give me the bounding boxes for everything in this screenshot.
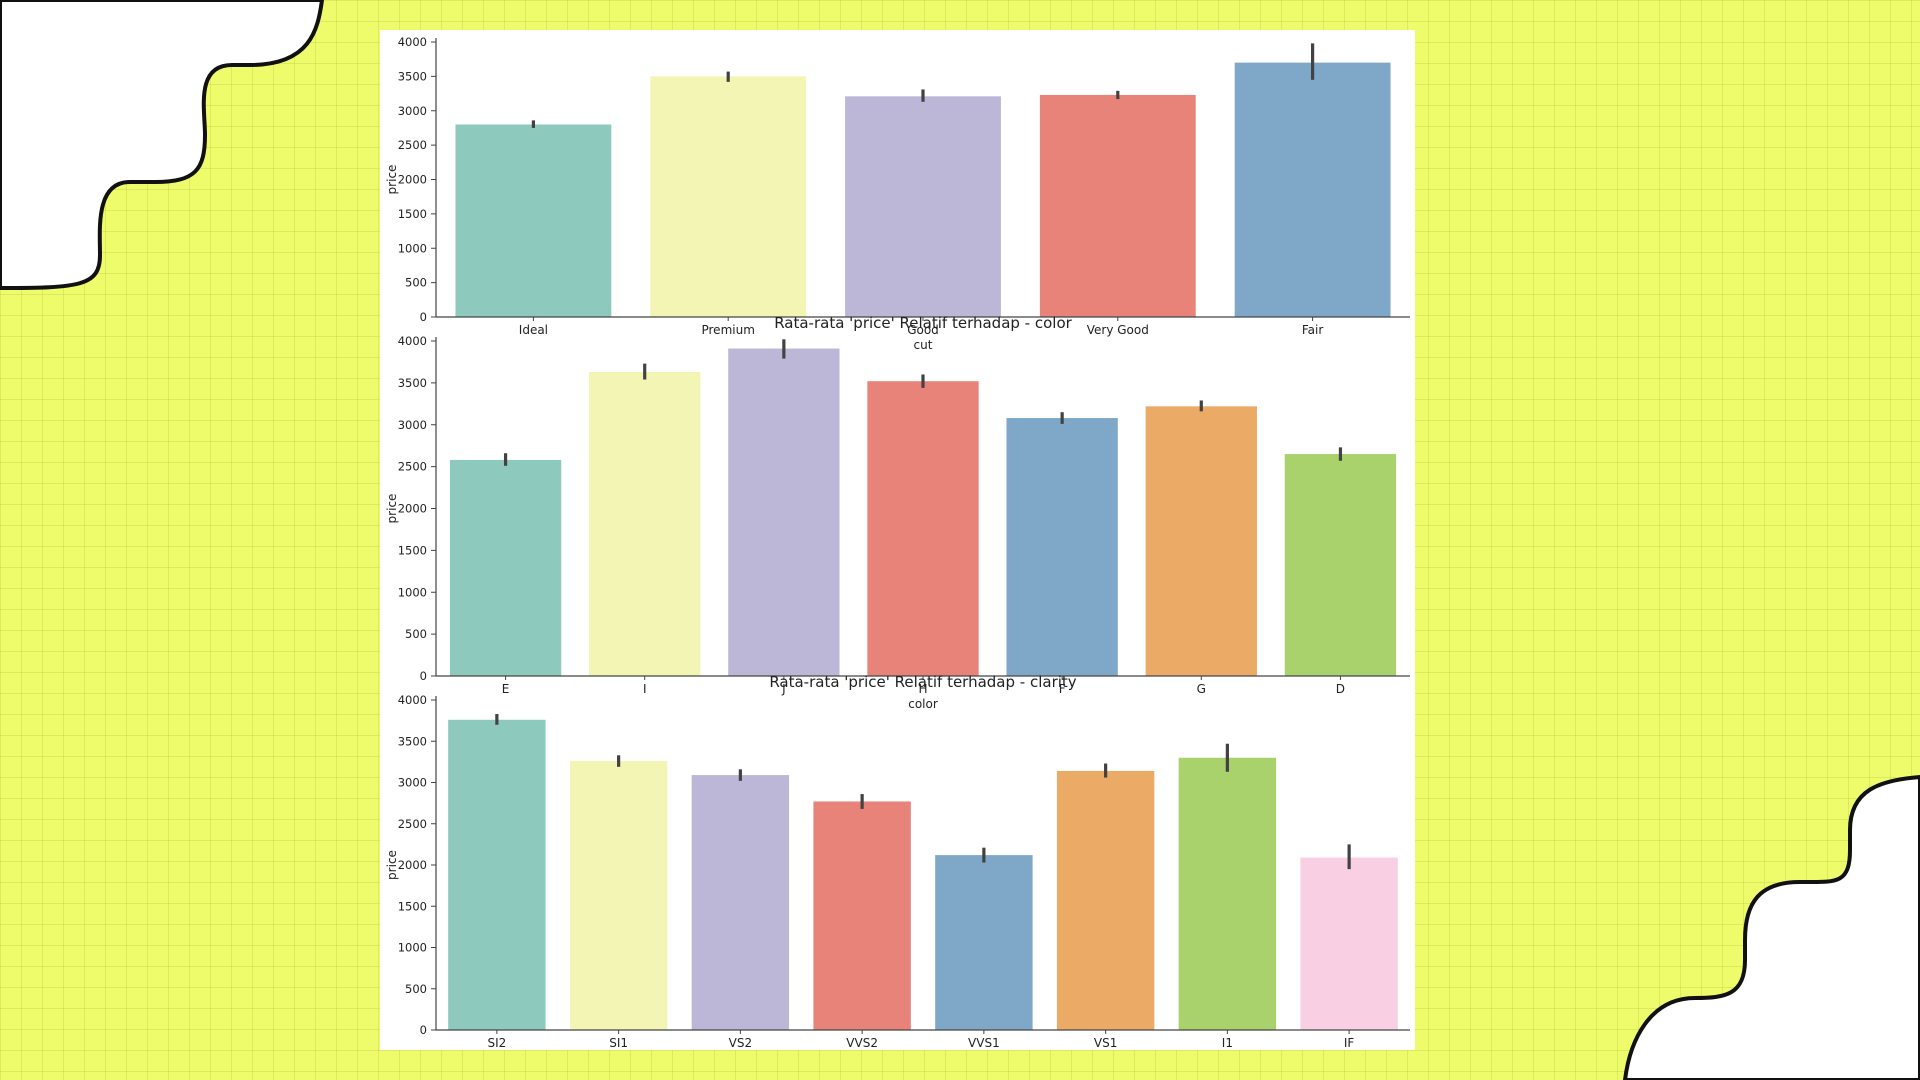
y-tick-label: 500 bbox=[405, 276, 427, 290]
y-tick-label: 3500 bbox=[398, 69, 427, 83]
y-tick-label: 2000 bbox=[398, 858, 427, 872]
x-tick-label: Ideal bbox=[519, 323, 548, 337]
y-tick-label: 2500 bbox=[398, 138, 427, 152]
y-tick-label: 1500 bbox=[398, 899, 427, 913]
chart-2: Rata-rata 'price' Relatif terhadap - col… bbox=[385, 314, 1410, 711]
bar-si1 bbox=[569, 761, 668, 1030]
bar-g bbox=[1145, 406, 1257, 676]
x-tick-label: D bbox=[1336, 682, 1345, 696]
x-tick-label: I1 bbox=[1222, 1036, 1233, 1050]
x-axis-label: color bbox=[908, 697, 938, 711]
y-tick-label: 3000 bbox=[398, 418, 427, 432]
chart-title: Rata-rata 'price' Relatif terhadap - cla… bbox=[769, 673, 1076, 691]
x-tick-label: Premium bbox=[701, 323, 754, 337]
y-tick-label: 1000 bbox=[398, 241, 427, 255]
y-tick-label: 2000 bbox=[398, 173, 427, 187]
bar-i1 bbox=[1178, 757, 1277, 1030]
bar-vs1 bbox=[1056, 770, 1155, 1030]
x-tick-label: VVS2 bbox=[846, 1036, 878, 1050]
y-tick-label: 1500 bbox=[398, 543, 427, 557]
y-tick-label: 3500 bbox=[398, 734, 427, 748]
x-tick-label: VS2 bbox=[729, 1036, 752, 1050]
bar-i bbox=[589, 371, 701, 676]
bar-premium bbox=[650, 76, 807, 317]
bar-d bbox=[1284, 454, 1397, 676]
x-tick-label: Good bbox=[907, 323, 939, 337]
bar-vvs2 bbox=[813, 801, 911, 1030]
bar-ideal bbox=[455, 124, 612, 317]
bar-fair bbox=[1234, 62, 1391, 317]
chart-title: Rata-rata 'price' Relatif terhadap - col… bbox=[774, 314, 1072, 332]
y-tick-label: 2000 bbox=[398, 502, 427, 516]
y-tick-label: 2500 bbox=[398, 460, 427, 474]
bar-if bbox=[1300, 857, 1398, 1030]
y-tick-label: 0 bbox=[420, 1023, 427, 1037]
bar-h bbox=[867, 381, 979, 676]
x-axis-label: cut bbox=[914, 338, 933, 352]
y-tick-label: 500 bbox=[405, 982, 427, 996]
bar-f bbox=[1006, 418, 1118, 676]
bar-charts: 0 500 1000 1500 2000 2500 3000 3500 4000 price Ide… bbox=[385, 35, 1410, 1050]
y-tick-label: 0 bbox=[420, 310, 427, 324]
y-tick-label: 3500 bbox=[398, 376, 427, 390]
y-axis-label: price bbox=[385, 850, 399, 880]
x-tick-label: F bbox=[1059, 682, 1066, 696]
x-tick-label: H bbox=[918, 682, 927, 696]
bottom-right-wave-shape bbox=[1622, 774, 1920, 1080]
x-tick-label: VVS1 bbox=[968, 1036, 1000, 1050]
y-tick-label: 3000 bbox=[398, 776, 427, 790]
y-tick-label: 4000 bbox=[398, 334, 427, 348]
y-tick-label: 4000 bbox=[398, 35, 427, 49]
y-tick-label: 0 bbox=[420, 669, 427, 683]
bar-good bbox=[845, 96, 1001, 317]
bar-j bbox=[728, 348, 840, 676]
top-left-wave-shape bbox=[0, 0, 325, 291]
x-tick-label: VS1 bbox=[1094, 1036, 1117, 1050]
y-tick-label: 1500 bbox=[398, 207, 427, 221]
x-tick-label: SI2 bbox=[487, 1036, 506, 1050]
y-tick-label: 3000 bbox=[398, 104, 427, 118]
x-tick-label: Fair bbox=[1302, 323, 1323, 337]
y-axis-label: price bbox=[385, 165, 399, 195]
x-tick-label: SI1 bbox=[609, 1036, 628, 1050]
bar-vvs1 bbox=[935, 855, 1033, 1030]
bar-e bbox=[449, 459, 562, 676]
y-tick-label: 4000 bbox=[398, 693, 427, 707]
x-tick-label: G bbox=[1197, 682, 1206, 696]
x-tick-label: IF bbox=[1344, 1036, 1355, 1050]
x-tick-label: E bbox=[502, 682, 510, 696]
y-axis-label: price bbox=[385, 494, 399, 524]
y-tick-label: 1000 bbox=[398, 585, 427, 599]
y-tick-label: 1000 bbox=[398, 941, 427, 955]
x-tick-label: Very Good bbox=[1087, 323, 1149, 337]
bar-very-good bbox=[1039, 94, 1196, 317]
y-tick-label: 2500 bbox=[398, 817, 427, 831]
x-tick-label: J bbox=[781, 682, 786, 696]
chart-3: Rata-rata 'price' Relatif terhadap - cla… bbox=[385, 673, 1410, 1050]
bar-si2 bbox=[448, 719, 546, 1030]
x-tick-label: I bbox=[643, 682, 647, 696]
bar-vs2 bbox=[691, 775, 790, 1030]
chart-panel: 0 500 1000 1500 2000 2500 3000 3500 4000 price Ide… bbox=[380, 30, 1415, 1050]
y-tick-label: 500 bbox=[405, 627, 427, 641]
chart-1: 0 500 1000 1500 2000 2500 3000 3500 4000 price Ide… bbox=[385, 35, 1410, 352]
